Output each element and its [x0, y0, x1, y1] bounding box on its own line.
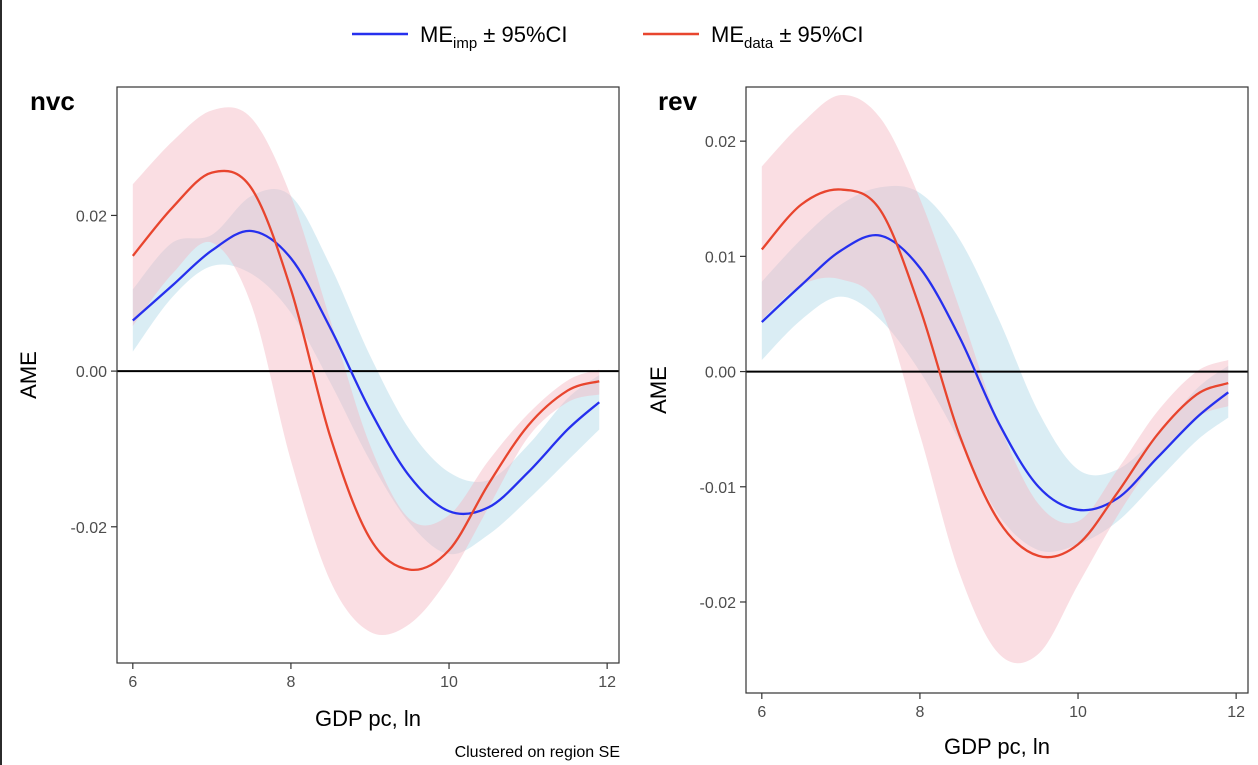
nvc-x-axis-title: GDP pc, ln	[315, 706, 421, 731]
nvc-x-tick-label: 8	[286, 674, 295, 691]
nvc-y-axis-title: AME	[16, 351, 41, 399]
rev-plot-content	[746, 94, 1248, 664]
nvc-y-tick-label: 0.00	[76, 364, 107, 381]
nvc-data-ci-band	[132, 107, 600, 636]
rev-data-ci-band	[761, 94, 1229, 664]
caption: Clustered on region SE	[455, 744, 620, 761]
rev-y-tick-label: 0.00	[705, 365, 736, 382]
rev-data-line	[760, 188, 1229, 559]
nvc-x-tick-label: 12	[598, 674, 616, 691]
legend: MEimp ± 95%CI MEdata ± 95%CI	[352, 22, 864, 52]
nvc-x-tick-label: 10	[440, 674, 458, 691]
nvc-panel-frame	[116, 86, 620, 664]
rev-x-tick-label: 6	[757, 704, 766, 721]
nvc-x-tick-label: 6	[128, 674, 137, 691]
rev-panel-frame	[745, 86, 1249, 694]
rev-imp-ci-band	[761, 185, 1229, 552]
nvc-plot-content	[117, 107, 619, 636]
rev-y-tick-label: 0.02	[705, 134, 736, 151]
rev-imp-line	[761, 233, 1229, 512]
nvc-y-tick-label: 0.02	[76, 208, 107, 225]
rev-panel-title: rev	[658, 86, 698, 116]
nvc-imp-line	[132, 229, 600, 516]
window-border	[0, 0, 2, 765]
nvc-panel-title: nvc	[30, 86, 75, 116]
nvc-data-line	[131, 169, 600, 572]
rev-y-tick-label: -0.02	[700, 595, 737, 612]
rev-x-tick-label: 10	[1069, 704, 1087, 721]
rev-plot-area	[746, 87, 1248, 693]
rev-x-tick-label: 8	[915, 704, 924, 721]
rev-y-tick-label: 0.01	[705, 249, 736, 266]
legend-data-label: MEdata ± 95%CI	[711, 22, 864, 52]
panel-nvc: 6 8 10 12 0.02 0.00 -0.02 GDP pc, ln AME nvc	[16, 86, 620, 731]
legend-imp-label: MEimp ± 95%CI	[420, 22, 568, 52]
rev-x-axis-title: GDP pc, ln	[944, 734, 1050, 759]
rev-x-tick-label: 12	[1227, 704, 1245, 721]
nvc-plot-area	[117, 87, 619, 663]
rev-y-tick-label: -0.01	[700, 480, 737, 497]
panel-rev: 6 8 10 12 0.02 0.01 0.00 -0.01 -0.02 GDP pc, ln AM…	[646, 86, 1249, 759]
nvc-y-tick-label: -0.02	[71, 520, 108, 537]
rev-y-axis-title: AME	[646, 366, 671, 414]
